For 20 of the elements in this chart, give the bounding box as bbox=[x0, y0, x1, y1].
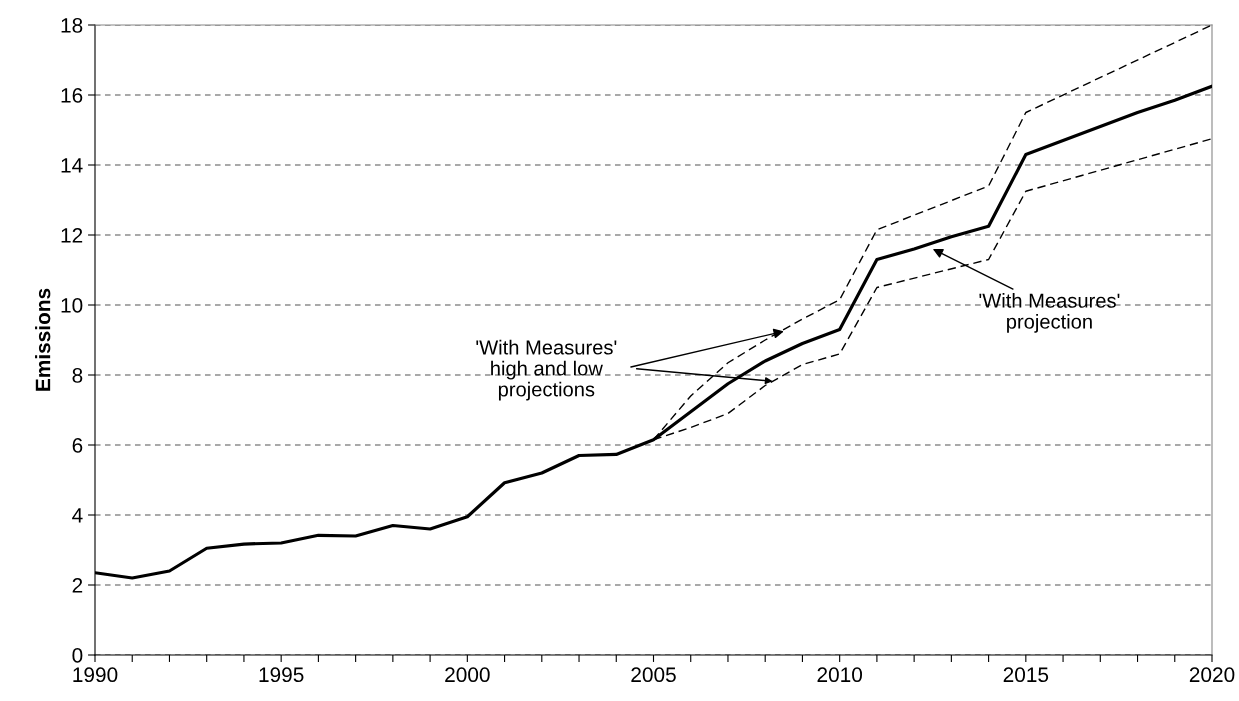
y-tick-label: 0 bbox=[72, 648, 83, 663]
y-tick-label: 14 bbox=[61, 158, 83, 173]
y-tick-label: 2 bbox=[72, 578, 83, 593]
x-tick-label: 1995 bbox=[259, 667, 304, 683]
x-tick-label: 2010 bbox=[817, 667, 863, 683]
y-tick-label: 6 bbox=[72, 438, 83, 453]
y-tick-label: 16 bbox=[61, 88, 83, 103]
y-tick-label: 4 bbox=[72, 508, 83, 523]
x-tick-label: 1990 bbox=[73, 667, 118, 683]
y-tick-label: 10 bbox=[61, 298, 83, 313]
y-axis-title: Emissions bbox=[35, 288, 51, 391]
x-tick-label: 2000 bbox=[445, 667, 490, 683]
annotation: 'With Measures' high and low projections bbox=[476, 339, 617, 401]
y-tick-label: 8 bbox=[72, 368, 83, 383]
annotation: 'With Measures' projection bbox=[979, 293, 1120, 333]
y-tick-label: 18 bbox=[61, 18, 83, 33]
x-tick-label: 2015 bbox=[1003, 667, 1049, 683]
x-tick-label: 2005 bbox=[631, 667, 676, 683]
x-tick-label: 2020 bbox=[1189, 667, 1235, 683]
y-tick-label: 12 bbox=[61, 228, 83, 243]
